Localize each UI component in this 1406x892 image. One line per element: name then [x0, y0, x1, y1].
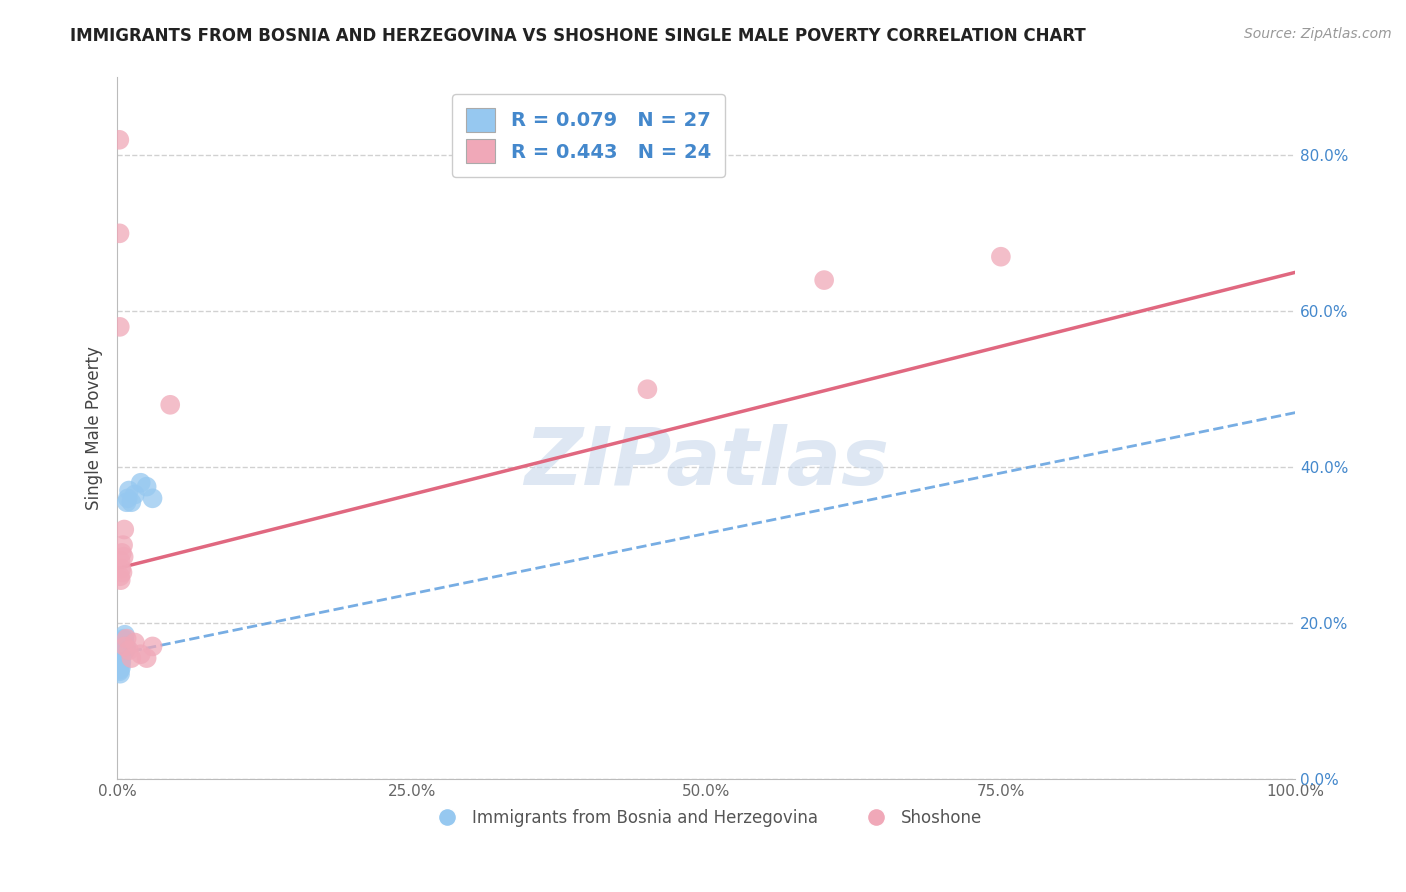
Point: [114, 640, 136, 654]
Point: [108, 661, 131, 675]
Point: [108, 659, 131, 673]
Point: [115, 632, 138, 646]
Point: [112, 633, 135, 648]
Point: [110, 657, 132, 671]
Point: [112, 523, 135, 537]
Point: [111, 640, 134, 654]
Point: [120, 495, 142, 509]
Point: [813, 273, 835, 287]
Point: [124, 635, 146, 649]
Point: [129, 647, 152, 661]
Point: [110, 573, 132, 587]
Point: [118, 483, 141, 498]
Point: [108, 227, 131, 241]
Point: [990, 250, 1012, 264]
Point: [124, 487, 146, 501]
Point: [111, 647, 134, 661]
Point: [120, 651, 142, 665]
Point: [636, 382, 658, 396]
Point: [159, 398, 181, 412]
Text: Source: ZipAtlas.com: Source: ZipAtlas.com: [1244, 27, 1392, 41]
Text: IMMIGRANTS FROM BOSNIA AND HERZEGOVINA VS SHOSHONE SINGLE MALE POVERTY CORRELATI: IMMIGRANTS FROM BOSNIA AND HERZEGOVINA V…: [70, 27, 1085, 45]
Point: [108, 666, 131, 681]
Point: [111, 566, 134, 580]
Y-axis label: Single Male Poverty: Single Male Poverty: [86, 346, 103, 510]
Point: [135, 651, 157, 665]
Point: [114, 643, 136, 657]
Point: [114, 628, 136, 642]
Point: [135, 480, 157, 494]
Point: [111, 546, 134, 560]
Point: [110, 651, 132, 665]
Point: [118, 643, 141, 657]
Point: [108, 133, 131, 147]
Point: [112, 549, 135, 564]
Point: [117, 491, 139, 506]
Point: [110, 561, 132, 575]
Point: [141, 640, 163, 654]
Point: [111, 643, 134, 657]
Point: [110, 554, 132, 568]
Point: [108, 665, 131, 679]
Point: [112, 538, 135, 552]
Point: [110, 660, 132, 674]
Legend: Immigrants from Bosnia and Herzegovina, Shoshone: Immigrants from Bosnia and Herzegovina, …: [423, 803, 988, 834]
Point: [111, 648, 134, 663]
Point: [115, 495, 138, 509]
Point: [108, 663, 131, 677]
Point: [129, 475, 152, 490]
Point: [108, 319, 131, 334]
Point: [108, 569, 131, 583]
Point: [141, 491, 163, 506]
Point: [115, 640, 138, 654]
Point: [112, 632, 135, 646]
Text: ZIPatlas: ZIPatlas: [524, 425, 889, 502]
Point: [110, 655, 132, 669]
Point: [112, 635, 135, 649]
